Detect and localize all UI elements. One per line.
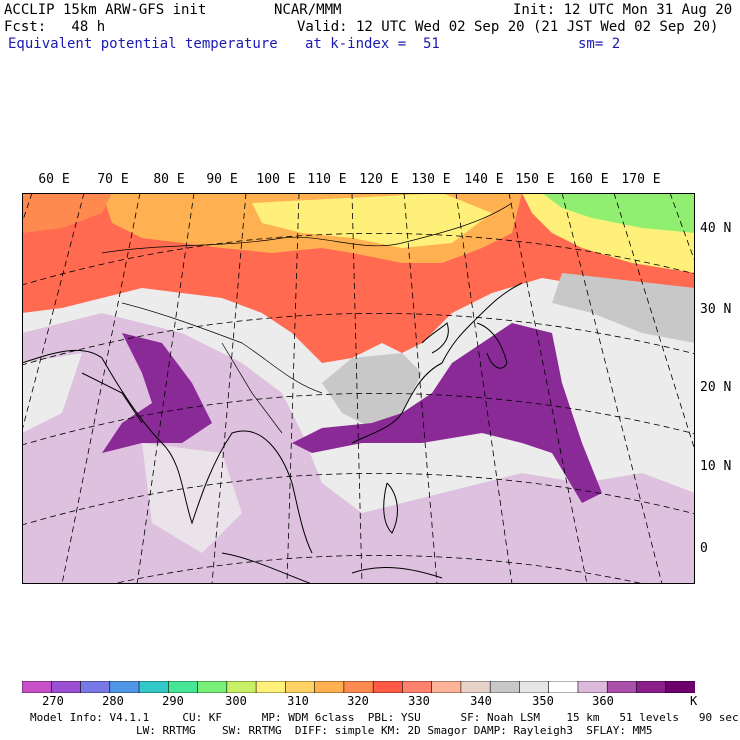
field-name: Equivalent potential temperature (8, 36, 278, 52)
lon-label: 140 E (464, 172, 504, 187)
grid-line (22, 233, 695, 286)
theta-e-map (22, 193, 695, 584)
grey-band-china (322, 353, 422, 428)
colorbar-swatch (109, 681, 140, 693)
colorbar-swatch (168, 681, 199, 693)
grid-line (455, 193, 513, 584)
grid-line (136, 193, 195, 584)
graticule (22, 193, 695, 584)
level-index: at k-index = 51 (305, 36, 440, 52)
colorbar-swatch (138, 681, 170, 693)
northeast-green (542, 193, 695, 233)
colorbar-swatch (431, 681, 462, 693)
colorbar-label: 300 (225, 694, 247, 708)
grid-line (22, 193, 85, 433)
org-label: NCAR/MMM (274, 2, 342, 18)
colorbar-label: 290 (162, 694, 184, 708)
lat-label: 40 N (700, 221, 732, 236)
colorbar-label: 280 (102, 694, 124, 708)
init-time: Init: 12 UTC Mon 31 Aug 20 (513, 2, 733, 18)
colorbar-label: 330 (408, 694, 430, 708)
colorbar-unit: K (690, 694, 698, 708)
colorbar-swatch (197, 681, 228, 693)
colorbar-swatch (372, 681, 404, 693)
colorbar-swatch (343, 681, 374, 693)
deep-moist-pacific (292, 323, 602, 503)
grid-line (22, 473, 695, 526)
model-info-line2: LW: RRTMG SW: RRTMG DIFF: simple KM: 2D … (30, 724, 653, 737)
lon-label: 160 E (569, 172, 609, 187)
lat-label: 10 N (700, 459, 732, 474)
colorbar-swatch (226, 681, 257, 693)
colorbar-swatch (314, 681, 345, 693)
lon-label: 120 E (359, 172, 399, 187)
lon-label: 130 E (411, 172, 451, 187)
colorbar-swatch (50, 681, 82, 693)
lon-label: 80 E (153, 172, 185, 187)
model-title: ACCLIP 15km ARW-GFS init (4, 2, 207, 18)
lat-label: 20 N (700, 380, 732, 395)
grid-line (403, 193, 438, 584)
grid-line (508, 193, 588, 584)
colorbar (22, 681, 695, 693)
borders (101, 202, 513, 434)
colorbar-swatch (285, 681, 316, 693)
forecast-hour: Fcst: 48 h (4, 19, 106, 35)
grid-line (61, 193, 141, 584)
lon-label: 110 E (307, 172, 347, 187)
grid-line (286, 193, 300, 584)
lon-label: 100 E (256, 172, 296, 187)
grey-band-east (552, 273, 695, 343)
model-info-line1: Model Info: V4.1.1 CU: KF MP: WDM 6class… (30, 711, 739, 724)
grid-line (613, 193, 695, 452)
colorbar-swatch (460, 681, 491, 693)
colorbar-swatch (606, 681, 638, 693)
colorbar-swatch (489, 681, 521, 693)
lon-label: 70 E (97, 172, 129, 187)
colorbar-swatch (255, 681, 287, 693)
valid-time: Valid: 12 UTC Wed 02 Sep 20 (21 JST Wed … (297, 19, 719, 35)
grid-line (351, 193, 363, 584)
grid-line (22, 313, 695, 366)
arabian-dry (22, 353, 82, 433)
map-frame (22, 193, 695, 584)
colorbar-label: 360 (592, 694, 614, 708)
colorbar-swatch (402, 681, 433, 693)
colorbar-swatch (519, 681, 550, 693)
colorbar-swatch (22, 681, 53, 693)
coastlines (22, 282, 523, 584)
colorbar-label: 350 (532, 694, 554, 708)
colorbar-label: 310 (287, 694, 309, 708)
northwest-orange (22, 193, 112, 233)
colorbar-label: 340 (470, 694, 492, 708)
grid-line (110, 555, 647, 584)
lon-label: 170 E (621, 172, 661, 187)
grid-line (561, 193, 663, 584)
lat-label: 0 (700, 541, 708, 556)
colorbar-swatch (636, 681, 667, 693)
colorbar-swatch (80, 681, 111, 693)
lon-label: 150 E (515, 172, 555, 187)
colorbar-swatch (577, 681, 609, 693)
lon-label: 90 E (206, 172, 238, 187)
smoothing-label: sm= 2 (578, 36, 621, 52)
colorbar-label: 320 (347, 694, 369, 708)
deep-moist-india (102, 333, 212, 453)
colorbar-swatch (665, 681, 695, 693)
colorbar-swatch (548, 681, 579, 693)
lon-label: 60 E (38, 172, 70, 187)
grid-line (22, 393, 695, 446)
grid-line (211, 193, 247, 584)
lat-label: 30 N (700, 302, 732, 317)
colorbar-label: 270 (42, 694, 64, 708)
